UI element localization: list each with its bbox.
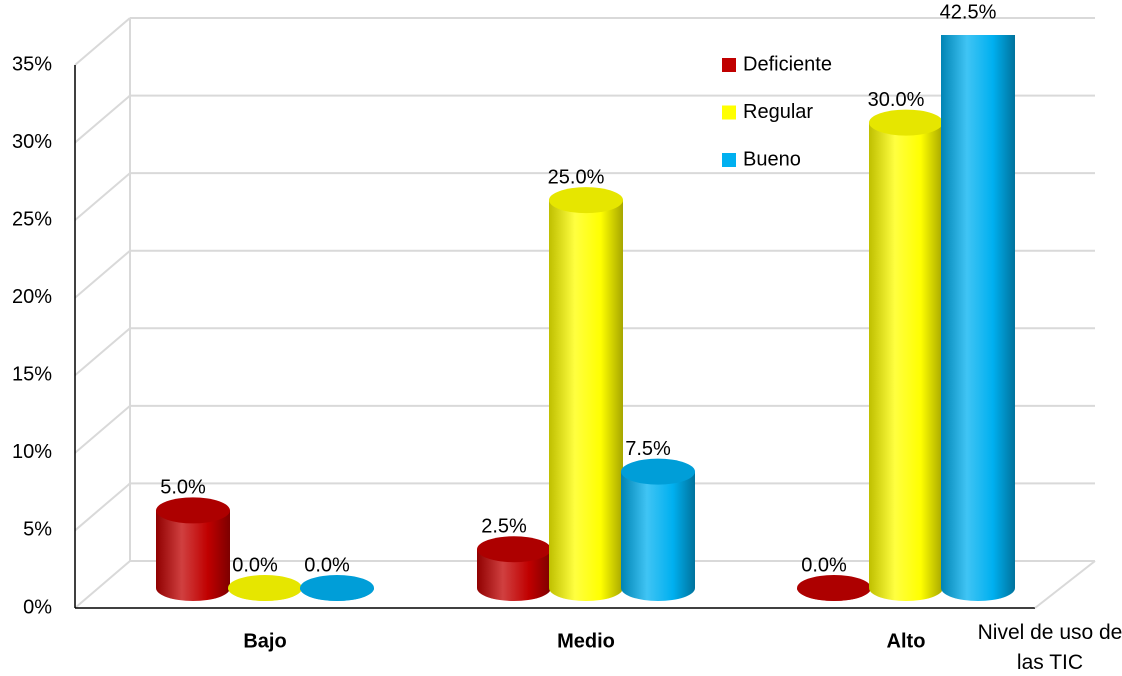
legend-swatch: [722, 58, 736, 72]
x-tick-label: Alto: [887, 630, 926, 652]
x-axis-label: Nivel de uso de las TIC: [977, 621, 1122, 674]
value-label: 25.0%: [548, 166, 605, 188]
value-label: 0.0%: [232, 554, 278, 576]
bar-top: [621, 458, 695, 485]
bar-top: [228, 575, 302, 601]
grid-line: [74, 482, 131, 532]
bar: [621, 471, 695, 601]
bar-top: [156, 497, 230, 524]
grid-line: [74, 17, 131, 66]
grid-line: [74, 94, 131, 144]
value-label: 0.0%: [304, 554, 350, 576]
value-label: 5.0%: [160, 477, 206, 499]
legend-label: Deficiente: [743, 53, 832, 75]
y-tick-label: 20%: [12, 286, 52, 308]
x-tick-label: Medio: [557, 630, 615, 652]
bar-top: [797, 575, 871, 601]
bar: [156, 510, 230, 601]
y-tick-label: 15%: [12, 364, 52, 386]
bar-top: [549, 187, 623, 214]
value-label: 2.5%: [481, 515, 527, 537]
y-tick-label: 0%: [23, 596, 52, 618]
grid-line: [74, 249, 131, 299]
grid-line: [74, 327, 131, 377]
floor-edge: [1034, 560, 1096, 609]
grid-line: [74, 405, 131, 454]
y-tick-label: 35%: [12, 53, 52, 75]
value-label: 7.5%: [625, 438, 671, 460]
y-tick-label: 5%: [23, 519, 52, 541]
legend-swatch: [722, 153, 736, 167]
y-tick-label: 10%: [12, 441, 52, 463]
x-tick-label: Bajo: [243, 630, 286, 652]
value-label: 30.0%: [868, 89, 925, 111]
bar: [549, 200, 623, 601]
y-tick-label: 30%: [12, 131, 52, 153]
bar-top: [869, 109, 943, 136]
bar-top: [477, 536, 551, 563]
bar: [477, 549, 551, 601]
bar: [941, 35, 1015, 601]
y-tick-label: 25%: [12, 208, 52, 230]
legend-label: Bueno: [743, 148, 801, 170]
bar-top: [300, 575, 374, 601]
grid-line: [74, 560, 131, 609]
legend-swatch: [722, 105, 736, 120]
value-label: 42.5%: [940, 1, 997, 23]
grid-line: [74, 172, 131, 221]
bar: [869, 122, 943, 602]
plot-area: [156, 35, 1015, 602]
legend-label: Regular: [743, 101, 813, 123]
value-label: 0.0%: [801, 554, 847, 576]
